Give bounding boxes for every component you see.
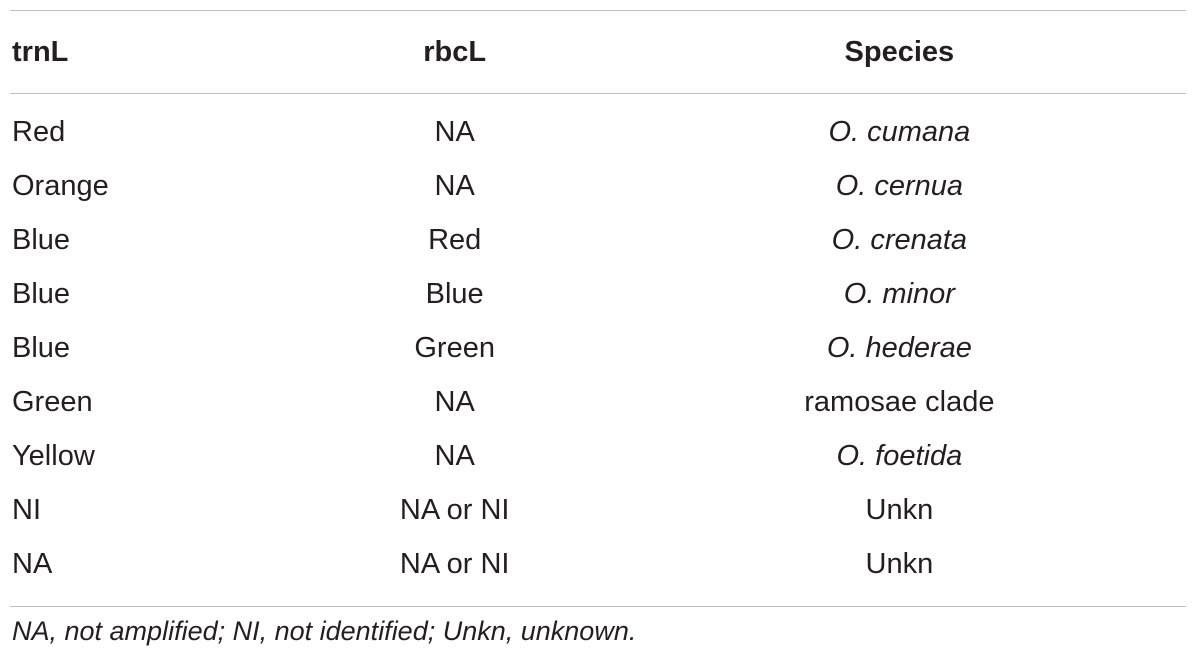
cell-rbcl: Blue <box>425 277 484 310</box>
header-rbcl: rbcL <box>423 35 487 68</box>
cell-trnl: Yellow <box>12 439 95 472</box>
table-row: Yellow NA O. foetida <box>10 429 1186 483</box>
table-row: Blue Green O. hederae <box>10 321 1186 375</box>
cell-trnl: NI <box>12 493 41 526</box>
table-header-row: trnL rbcL Species <box>10 11 1186 93</box>
cell-rbcl: NA <box>434 169 475 202</box>
cell-rbcl: NA <box>434 385 475 418</box>
cell-rbcl: NA <box>434 115 475 148</box>
header-trnl: trnL <box>12 35 69 68</box>
header-species: Species <box>844 35 955 68</box>
cell-species: O. cernua <box>835 169 964 202</box>
cell-trnl: Green <box>12 385 93 418</box>
table-header-rule <box>10 93 1186 94</box>
cell-species: O. foetida <box>836 439 963 472</box>
cell-rbcl: NA <box>434 439 475 472</box>
cell-species: O. crenata <box>831 223 968 256</box>
table-row: NI NA or NI Unkn <box>10 483 1186 537</box>
cell-trnl: NA <box>12 547 53 580</box>
table-bottom-rule <box>10 606 1186 607</box>
cell-trnl: Red <box>12 115 66 148</box>
cell-trnl: Orange <box>12 169 109 202</box>
cell-rbcl: NA or NI <box>399 547 510 580</box>
cell-species: ramosae clade <box>804 385 995 418</box>
cell-rbcl: Red <box>428 223 482 256</box>
cell-trnl: Blue <box>12 277 71 310</box>
table-row: NA NA or NI Unkn <box>10 537 1186 591</box>
cell-species: Unkn <box>865 547 934 580</box>
cell-trnl: Blue <box>12 331 71 364</box>
table-top-rule <box>10 10 1186 11</box>
cell-rbcl: NA or NI <box>399 493 510 526</box>
cell-species: O. cumana <box>828 115 971 148</box>
table-row: Blue Blue O. minor <box>10 267 1186 321</box>
cell-rbcl: Green <box>414 331 495 364</box>
cell-species: O. hederae <box>826 331 972 364</box>
table-row: Red NA O. cumana <box>10 93 1186 159</box>
table-row: Blue Red O. crenata <box>10 213 1186 267</box>
cell-species: Unkn <box>865 493 934 526</box>
table-row: Green NA ramosae clade <box>10 375 1186 429</box>
species-table: trnL rbcL Species Red NA O. cumana Orang… <box>10 11 1186 591</box>
cell-species: O. minor <box>843 277 955 310</box>
table-footnote: NA, not amplified; NI, not identified; U… <box>12 616 637 646</box>
table-row: Orange NA O. cernua <box>10 159 1186 213</box>
cell-trnl: Blue <box>12 223 71 256</box>
